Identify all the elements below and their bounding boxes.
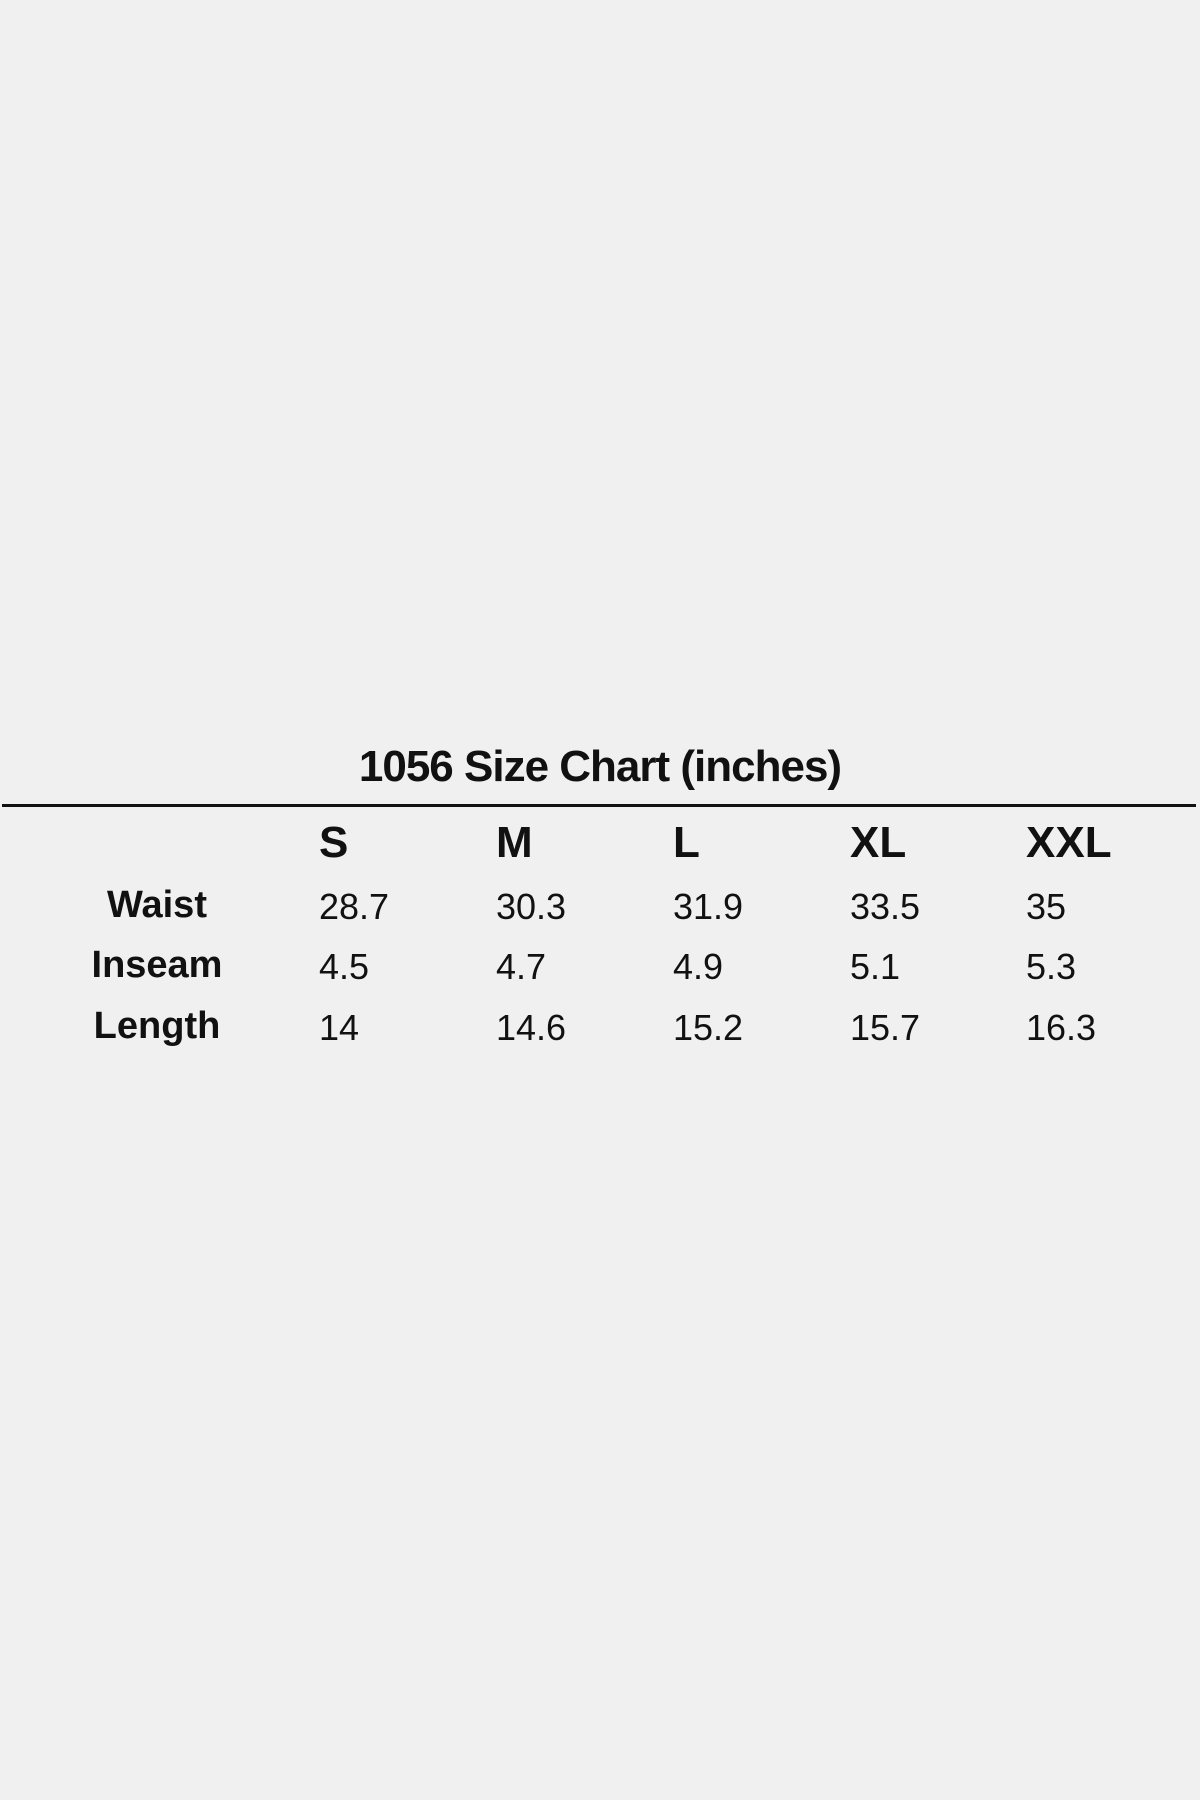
table-cell: 4.5 bbox=[319, 946, 370, 987]
table-cell: 4.7 bbox=[496, 946, 547, 987]
table-cell: 14 bbox=[319, 1007, 360, 1048]
table-cell: 31.9 bbox=[673, 886, 744, 927]
table-cell: 30.3 bbox=[496, 886, 567, 927]
size-header: XL bbox=[850, 818, 907, 867]
table-cell: 33.5 bbox=[850, 886, 921, 927]
table-cell: 5.3 bbox=[1026, 946, 1077, 987]
title-divider bbox=[2, 804, 1196, 807]
table-cell: 14.6 bbox=[496, 1007, 567, 1048]
row-label: Inseam bbox=[91, 944, 223, 986]
size-header: S bbox=[319, 818, 349, 867]
table-cell: 15.2 bbox=[673, 1007, 744, 1048]
table-cell: 4.9 bbox=[673, 946, 724, 987]
size-header: XXL bbox=[1026, 818, 1112, 867]
row-label: Waist bbox=[107, 884, 207, 926]
size-header: L bbox=[673, 818, 700, 867]
table-cell: 35 bbox=[1026, 886, 1067, 927]
table-cell: 16.3 bbox=[1026, 1007, 1097, 1048]
table-cell: 28.7 bbox=[319, 886, 390, 927]
table-cell: 15.7 bbox=[850, 1007, 921, 1048]
size-chart-title: 1056 Size Chart (inches) bbox=[358, 742, 842, 791]
row-label: Length bbox=[93, 1005, 221, 1047]
table-cell: 5.1 bbox=[850, 946, 901, 987]
size-header: M bbox=[496, 818, 533, 867]
